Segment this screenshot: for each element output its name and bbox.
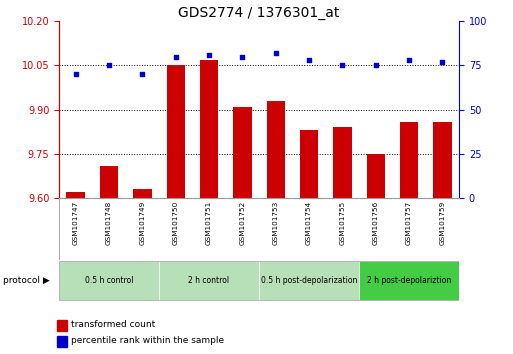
Bar: [67, 192, 85, 198]
Title: GDS2774 / 1376301_at: GDS2774 / 1376301_at: [179, 6, 340, 20]
Text: GSM101756: GSM101756: [373, 201, 379, 245]
Point: [205, 52, 213, 58]
Text: GSM101755: GSM101755: [340, 201, 345, 245]
Text: GSM101752: GSM101752: [240, 201, 245, 245]
Bar: [159, 261, 259, 300]
Bar: [433, 121, 451, 198]
Text: GSM101751: GSM101751: [206, 201, 212, 245]
Point: [271, 50, 280, 56]
Bar: [133, 189, 151, 198]
Bar: [259, 261, 359, 300]
Point: [405, 57, 413, 63]
Point: [71, 72, 80, 77]
Bar: [233, 107, 251, 198]
Point: [171, 54, 180, 59]
Bar: [333, 127, 351, 198]
Bar: [59, 261, 159, 300]
Point: [238, 54, 246, 59]
Point: [105, 63, 113, 68]
Text: 0.5 h control: 0.5 h control: [85, 276, 133, 285]
Bar: [267, 101, 285, 198]
Point: [305, 57, 313, 63]
Text: GSM101750: GSM101750: [173, 201, 179, 245]
Text: GSM101748: GSM101748: [106, 201, 112, 245]
Bar: [300, 130, 318, 198]
Text: GSM101747: GSM101747: [73, 201, 78, 245]
Bar: [167, 65, 185, 198]
Text: GSM101757: GSM101757: [406, 201, 412, 245]
Point: [338, 63, 346, 68]
Bar: [57, 320, 67, 331]
Point: [138, 72, 146, 77]
Text: percentile rank within the sample: percentile rank within the sample: [71, 336, 224, 346]
Text: 2 h post-depolariztion: 2 h post-depolariztion: [367, 276, 451, 285]
Text: 2 h control: 2 h control: [188, 276, 230, 285]
Text: GSM101753: GSM101753: [273, 201, 279, 245]
Text: protocol ▶: protocol ▶: [3, 276, 49, 285]
Bar: [359, 261, 459, 300]
Bar: [57, 336, 67, 347]
Text: GSM101749: GSM101749: [140, 201, 145, 245]
Text: 0.5 h post-depolarization: 0.5 h post-depolarization: [261, 276, 357, 285]
Text: transformed count: transformed count: [71, 320, 155, 330]
Point: [371, 63, 380, 68]
Text: GSM101754: GSM101754: [306, 201, 312, 245]
Bar: [400, 121, 418, 198]
Bar: [100, 166, 118, 198]
Point: [438, 59, 446, 65]
Bar: [200, 59, 218, 198]
Text: GSM101759: GSM101759: [440, 201, 445, 245]
Bar: [367, 154, 385, 198]
